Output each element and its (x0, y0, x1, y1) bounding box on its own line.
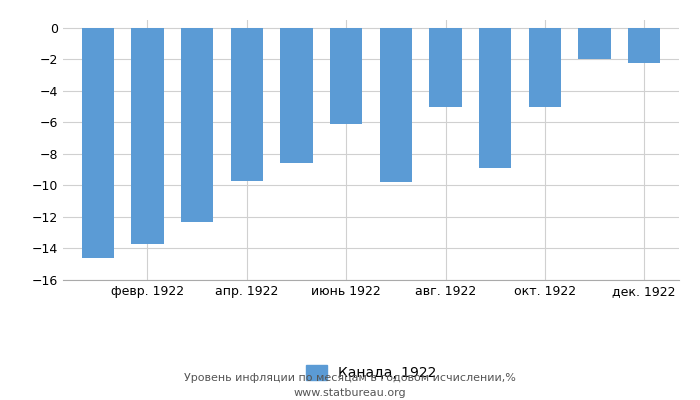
Bar (82, 28, 114, 258)
Text: Уровень инфляции по месяцам в годовом исчислении,%: Уровень инфляции по месяцам в годовом ис… (184, 373, 516, 383)
Bar (132, 28, 164, 244)
Bar (330, 28, 363, 124)
Bar (479, 28, 511, 168)
Legend: Канада, 1922: Канада, 1922 (300, 360, 442, 386)
Bar (379, 28, 412, 182)
Text: www.statbureau.org: www.statbureau.org (294, 388, 406, 398)
Bar (578, 28, 610, 59)
Bar (628, 28, 660, 62)
Bar (528, 28, 561, 107)
Bar (429, 28, 462, 107)
Bar (280, 28, 313, 163)
Bar (231, 28, 263, 181)
Bar (181, 28, 214, 222)
